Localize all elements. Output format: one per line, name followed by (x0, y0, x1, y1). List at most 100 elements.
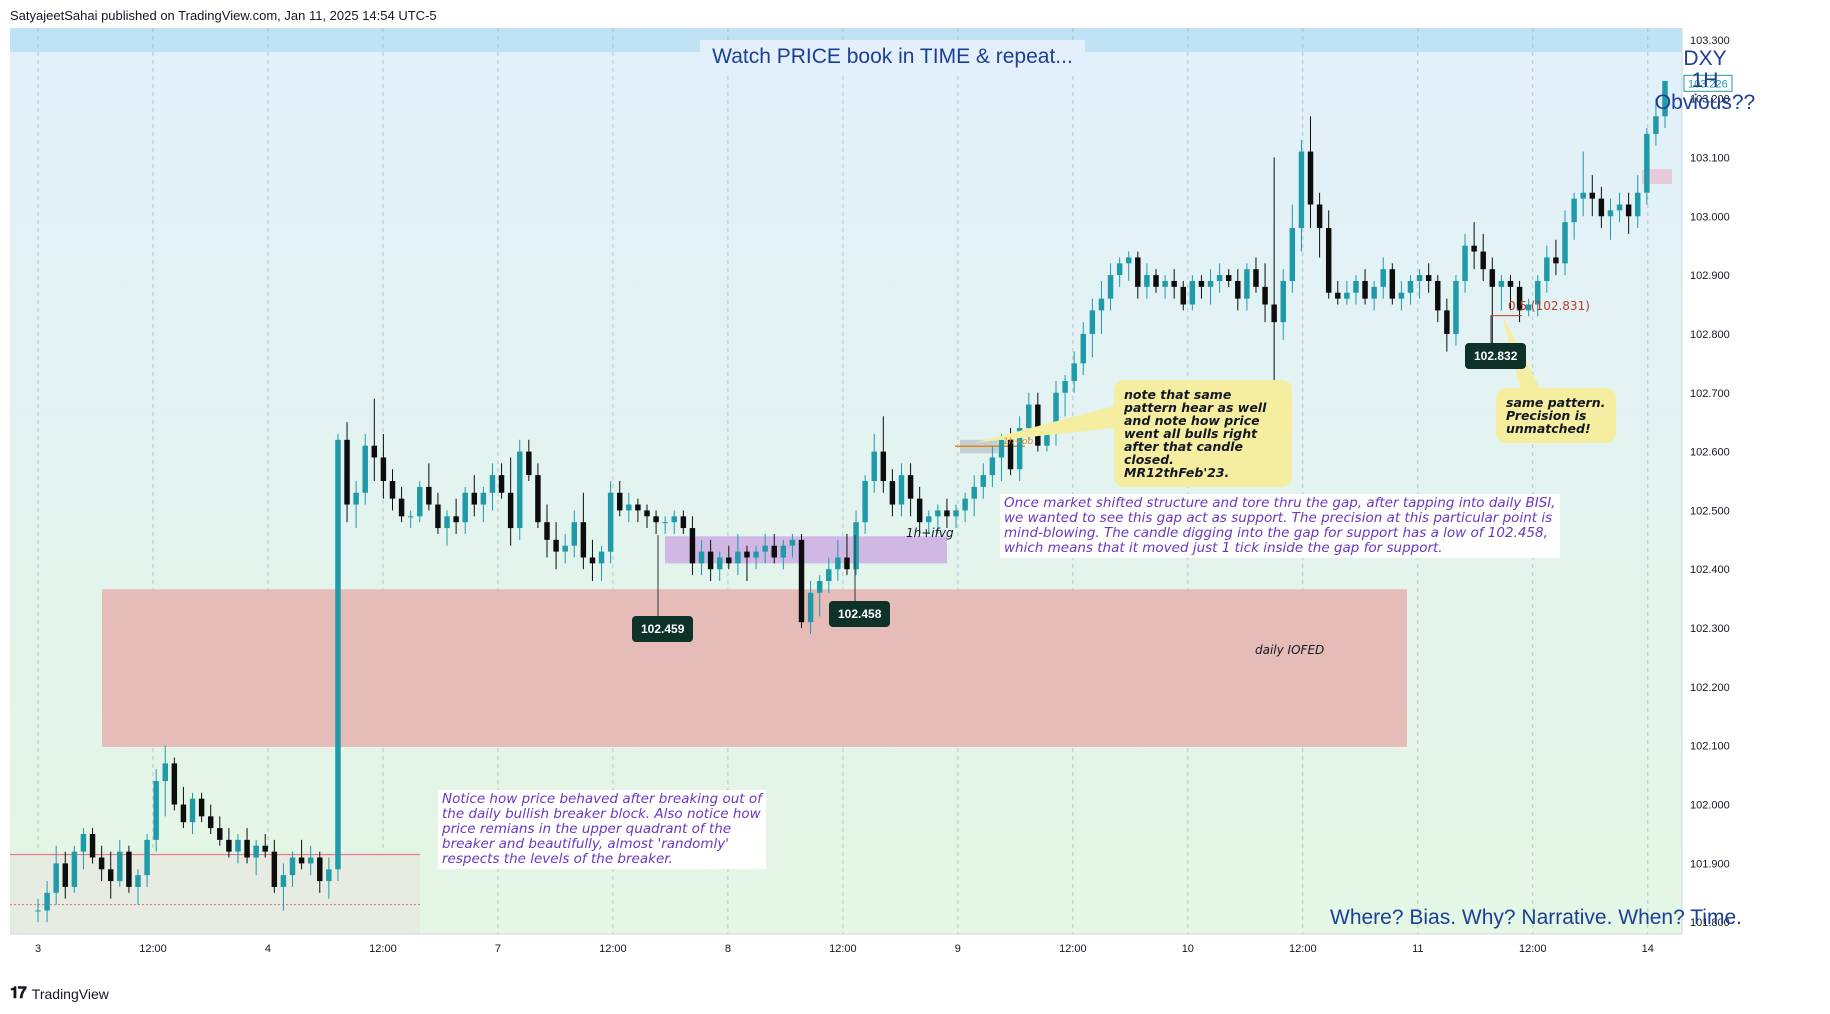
x-tick-label: 4 (265, 943, 271, 955)
candle-body (1289, 228, 1296, 281)
candle-body (1371, 286, 1377, 299)
callout-pointer (975, 406, 1114, 443)
candle-body (1107, 275, 1114, 299)
candle-body (1171, 280, 1177, 287)
candle-body (498, 475, 505, 493)
precision-note: same pattern. Precision is unmatched! (1496, 388, 1616, 443)
candle-body (762, 545, 768, 552)
candle-body (371, 445, 378, 458)
candle-body (1198, 280, 1205, 287)
x-tick-label: 10 (1182, 943, 1194, 955)
candle-body (580, 522, 587, 558)
candle-body (207, 816, 214, 829)
x-tick-label: 12:00 (1289, 943, 1317, 955)
candle-body (1580, 192, 1586, 199)
candle-body (971, 486, 977, 499)
candle-body (1344, 292, 1350, 299)
candle-body (653, 516, 659, 523)
candle-body (1535, 280, 1541, 305)
question-line: Obvious?? (1654, 91, 1756, 114)
candle-body (435, 504, 441, 529)
candle-body (1544, 257, 1550, 281)
candle-body (1235, 280, 1241, 299)
candle-body (317, 857, 323, 882)
candle-body (462, 492, 468, 523)
candle-body (907, 475, 914, 499)
candle-body (171, 763, 178, 805)
timeframe-line: 1H (1691, 69, 1719, 92)
candle-body (307, 857, 314, 864)
ifvg-label: 1h+ifvg (906, 526, 954, 540)
candle-body (944, 510, 950, 517)
candle-body (1225, 275, 1232, 281)
candle-body (607, 492, 614, 552)
candle-body (844, 557, 850, 570)
x-tick-label: 12:00 (139, 943, 167, 955)
candle-body (635, 504, 641, 511)
candle-body (1525, 304, 1532, 311)
candle-body (644, 510, 650, 517)
y-tick-label: 102.200 (1690, 682, 1730, 694)
symbol-line: DXY (1683, 47, 1727, 70)
x-tick-label: 12:00 (829, 943, 857, 955)
y-tick-label: 103.200 (1690, 94, 1730, 106)
x-tick-label: 9 (955, 943, 961, 955)
fib-label: 0.5 (102.831) (1508, 299, 1590, 313)
last-price-box (1683, 74, 1733, 92)
candle-body (344, 439, 350, 505)
x-tick-label: 12:00 (1519, 943, 1547, 955)
candle-body (362, 445, 368, 493)
candle-body (1298, 151, 1305, 229)
candle-body (1035, 404, 1041, 446)
candle-body (626, 504, 632, 511)
candle-body (189, 798, 196, 823)
price-chart[interactable]: 101.800 101.900 102.000 102.100 102.200 102.3… (10, 28, 1762, 978)
low-badge-3: 102.832 (1465, 343, 1527, 369)
candle-body (162, 763, 168, 782)
y-tick-label: 102.100 (1690, 741, 1730, 753)
publisher-line: SatyajeetSahai published on TradingView.… (10, 8, 437, 23)
candle-body (989, 457, 996, 476)
candle-body (807, 592, 814, 623)
candle-body (798, 539, 805, 623)
candle-body (898, 475, 905, 505)
y-tick-label: 101.800 (1690, 917, 1730, 929)
candle-body (80, 833, 87, 852)
candle-body (53, 863, 59, 893)
candle-body (262, 845, 268, 852)
candle-body (562, 545, 568, 552)
candle-body (735, 551, 741, 564)
candle-body (744, 551, 750, 558)
x-tick-label: 14 (1642, 943, 1654, 955)
tradingview-mark-icon: 𝟏𝟕 (10, 985, 27, 1002)
x-tick-label: 12:00 (1059, 943, 1087, 955)
candle-body (1635, 192, 1641, 217)
candle-body (962, 498, 968, 511)
y-tick-label: 102.800 (1690, 329, 1730, 341)
candle-body (835, 557, 841, 570)
candle-body (1616, 204, 1623, 211)
candle-body (753, 551, 759, 558)
candle-body (71, 851, 78, 887)
candle-body (771, 545, 777, 558)
candle-body (1407, 280, 1414, 293)
candle-body (853, 522, 859, 570)
candle-body (1607, 210, 1614, 217)
candle-body (1444, 310, 1450, 334)
candle-body (380, 457, 387, 481)
candle-body (1516, 286, 1523, 311)
candle-body (589, 557, 596, 564)
candle-body (1435, 280, 1441, 311)
candle-body (62, 863, 68, 887)
candle-body (826, 569, 832, 582)
candle-body (1353, 280, 1359, 293)
tradingview-logo[interactable]: 𝟏𝟕 TradingView (10, 985, 109, 1003)
candle-body (144, 839, 150, 876)
candle-body (1144, 275, 1150, 287)
chart-area[interactable]: 101.800 101.900 102.000 102.100 102.200 102.3… (10, 28, 1762, 978)
bottom-quote: Where? Bias. Why? Narrative. When? Time. (1330, 906, 1742, 929)
candle-body (1462, 245, 1468, 281)
candle-body (816, 581, 823, 593)
candle-body (535, 475, 541, 523)
candle-body (1398, 292, 1405, 299)
